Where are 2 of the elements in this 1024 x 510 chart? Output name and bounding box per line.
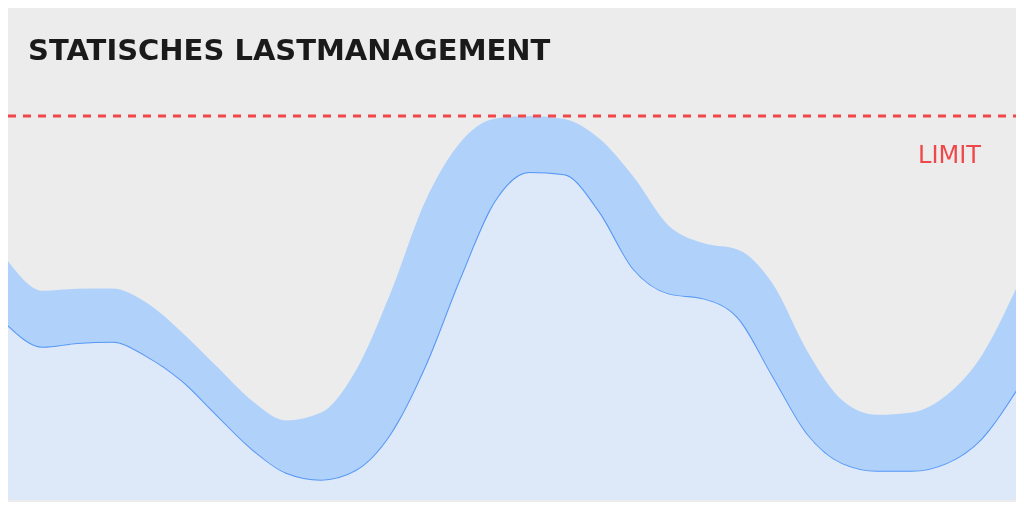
chart-title: STATISCHES LASTMANAGEMENT bbox=[28, 33, 551, 67]
ref-line-label: LIMIT bbox=[918, 141, 982, 169]
